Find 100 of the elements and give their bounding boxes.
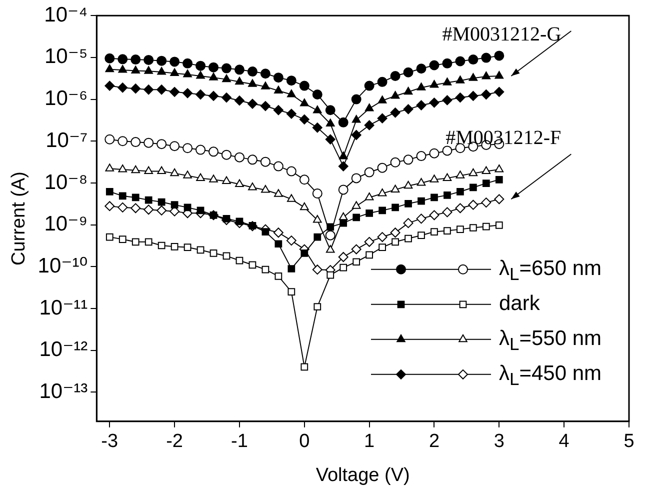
point — [235, 179, 244, 188]
annotation: #M0031212-G — [442, 24, 562, 46]
point — [442, 95, 452, 106]
point — [390, 184, 400, 192]
point — [234, 96, 244, 106]
point — [444, 192, 451, 199]
y-tick-label: 10⁻⁹ — [44, 212, 88, 236]
point — [482, 222, 490, 230]
legend-label: λ$_{L}$=650 nm — [499, 257, 602, 285]
point — [118, 136, 128, 146]
point — [221, 150, 232, 160]
point — [456, 76, 465, 84]
x-tick-label: -3 — [101, 431, 118, 452]
point — [262, 266, 270, 274]
point — [404, 200, 412, 208]
x-tick-label: -2 — [166, 431, 184, 452]
point — [248, 261, 256, 269]
y-tick-label: 10⁻¹⁰ — [38, 254, 88, 278]
point — [156, 139, 167, 150]
point — [352, 214, 360, 222]
point — [286, 108, 296, 119]
point — [144, 54, 154, 65]
point — [429, 210, 440, 220]
point — [364, 104, 374, 112]
point — [494, 86, 504, 97]
point — [390, 71, 400, 82]
point — [326, 244, 335, 253]
point — [221, 63, 232, 74]
point — [144, 166, 153, 174]
point — [236, 218, 244, 226]
point — [106, 233, 114, 241]
point — [403, 218, 414, 228]
y-tick-label: 10⁻⁸ — [44, 170, 88, 194]
point — [273, 72, 284, 83]
point — [144, 196, 152, 204]
point — [144, 138, 154, 148]
point — [377, 76, 388, 87]
point — [300, 202, 309, 210]
point — [300, 363, 308, 371]
point — [455, 56, 466, 66]
point — [105, 64, 114, 72]
point — [364, 192, 374, 200]
point — [378, 96, 387, 104]
point — [286, 76, 296, 86]
point — [300, 98, 309, 106]
y-tick-label: 10⁻¹³ — [39, 380, 88, 403]
point — [104, 80, 115, 91]
point — [286, 236, 296, 246]
point — [416, 82, 426, 90]
y-tick-label: 10⁻¹¹ — [39, 296, 88, 320]
point — [260, 101, 270, 112]
point — [261, 82, 270, 90]
point — [455, 92, 466, 103]
point — [351, 94, 362, 104]
y-tick-label: 10⁻⁵ — [44, 45, 88, 68]
point — [182, 58, 193, 68]
point — [118, 202, 128, 212]
point — [442, 146, 452, 156]
x-tick-label: -1 — [231, 431, 248, 452]
legend-label: dark — [499, 292, 540, 316]
point — [132, 194, 140, 202]
point — [273, 228, 284, 238]
point — [183, 170, 192, 178]
point — [312, 122, 322, 133]
point — [403, 154, 414, 165]
legend-label: λ$_{L}$=550 nm — [499, 327, 602, 355]
point — [404, 234, 412, 242]
point — [209, 174, 218, 182]
point — [104, 134, 115, 144]
point — [170, 201, 178, 209]
point — [390, 157, 400, 168]
point — [170, 141, 180, 152]
point — [470, 224, 477, 232]
point — [403, 104, 414, 114]
annotation: #M0031212-F — [446, 127, 562, 150]
point — [351, 244, 362, 254]
point — [429, 148, 440, 158]
point — [338, 151, 348, 160]
point — [222, 252, 230, 260]
y-tick-label: 10⁻⁶ — [44, 87, 88, 110]
point — [340, 219, 348, 227]
point — [236, 256, 244, 264]
point — [274, 240, 282, 248]
point — [196, 206, 204, 214]
point — [156, 205, 167, 216]
x-tick-label: 2 — [428, 431, 440, 452]
point — [221, 92, 232, 103]
y-tick-label: 10⁻⁷ — [46, 128, 88, 152]
point — [468, 200, 478, 210]
point — [352, 258, 360, 266]
point — [209, 72, 218, 80]
point — [104, 53, 115, 64]
point — [456, 188, 464, 196]
point — [273, 105, 284, 116]
point — [442, 207, 452, 218]
point — [170, 168, 179, 176]
point — [288, 288, 296, 296]
point — [287, 194, 296, 202]
point — [182, 143, 193, 154]
point — [260, 68, 270, 79]
